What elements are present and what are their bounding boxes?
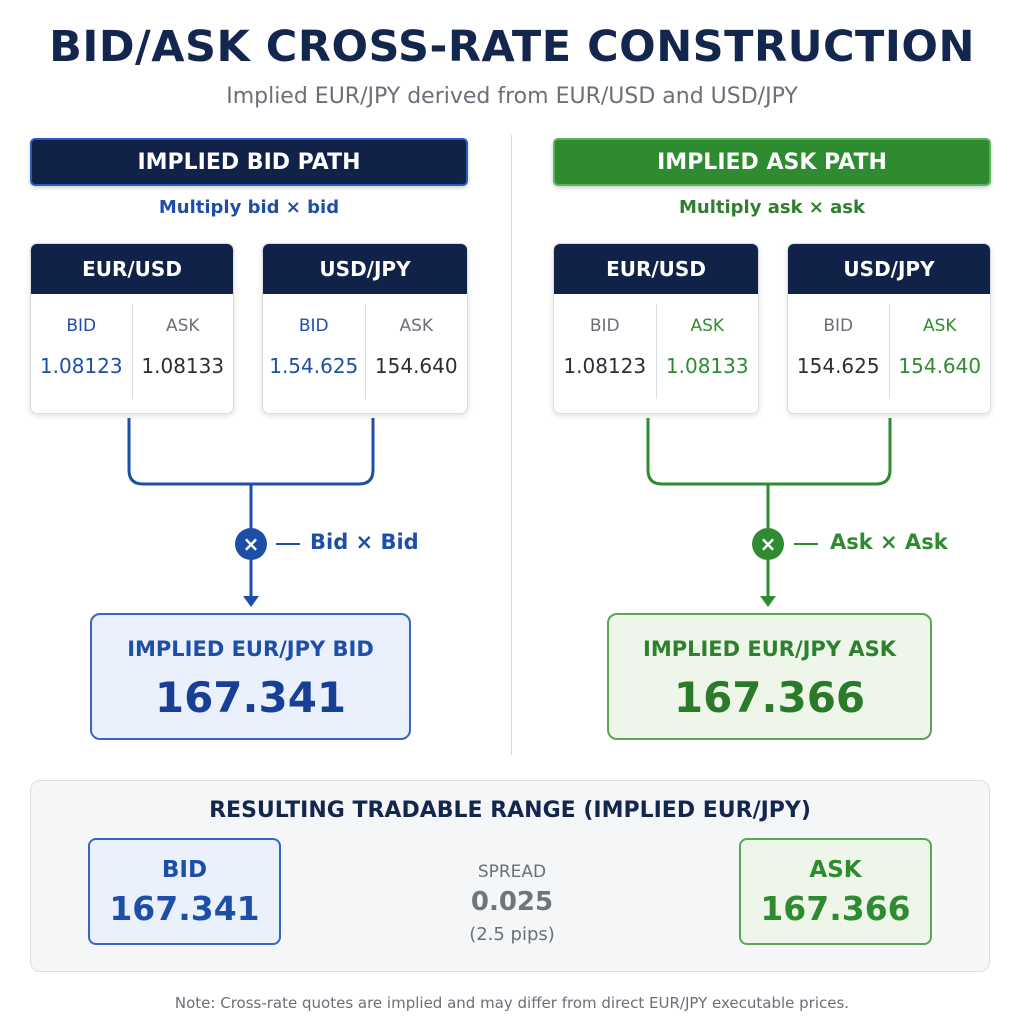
implied-ask-label: IMPLIED EUR/JPY ASK [643, 637, 896, 661]
quote-ask-label: ASK [922, 316, 957, 336]
multiply-icon: × [235, 528, 267, 560]
bid-arrow-head [243, 596, 259, 607]
range-bid-label: BID [161, 857, 208, 883]
quote-bid-value: 1.08123 [39, 354, 123, 378]
spread-value: 0.025 [470, 887, 554, 917]
quote-ask-value: 1.08133 [141, 354, 225, 378]
quote-pair-label: EUR/USD [554, 244, 758, 294]
quote-ask-value: 154.640 [374, 354, 458, 378]
bid-path-header: IMPLIED BID PATH [30, 138, 468, 186]
page-subtitle: Implied EUR/JPY derived from EUR/USD and… [226, 84, 798, 109]
tradable-range-title: RESULTING TRADABLE RANGE (IMPLIED EUR/JP… [209, 798, 811, 823]
quote-pair-label: USD/JPY [263, 244, 467, 294]
implied-bid-value: 167.341 [154, 673, 347, 722]
quote-ask-column: ASK 154.640 [364, 304, 468, 399]
quote-bid-column: BID 1.08123 [554, 294, 656, 413]
quote-ask-label: ASK [399, 316, 434, 336]
bid-path-usdjpy-quote: USD/JPY BID 1.54.625 ASK 154.640 [262, 243, 468, 414]
quote-pair-label: USD/JPY [788, 244, 990, 294]
ask-arrow-head [760, 596, 776, 607]
quote-bid-label: BID [823, 316, 854, 336]
range-bid-box: BID 167.341 [88, 838, 281, 945]
quote-bid-label: BID [589, 316, 620, 336]
quote-ask-column: ASK 1.08133 [655, 304, 759, 399]
bid-operator-label: Bid × Bid [310, 530, 419, 554]
ask-operator-dash [794, 543, 818, 545]
quote-bid-label: BID [66, 316, 97, 336]
implied-bid-result: IMPLIED EUR/JPY BID 167.341 [90, 613, 411, 740]
ask-path-header: IMPLIED ASK PATH [553, 138, 991, 186]
quote-bid-value: 1.54.625 [269, 354, 359, 378]
quote-bid-column: BID 1.08123 [31, 294, 132, 413]
column-divider [511, 135, 512, 755]
range-bid-value: 167.341 [109, 889, 260, 928]
page-title: BID/ASK CROSS-RATE CONSTRUCTION [49, 22, 975, 72]
spread-pips: (2.5 pips) [469, 924, 555, 945]
bid-path-eurusd-quote: EUR/USD BID 1.08123 ASK 1.08133 [30, 243, 234, 414]
ask-path-subheader: Multiply ask × ask [678, 197, 865, 218]
range-ask-box: ASK 167.366 [739, 838, 932, 945]
quote-ask-column: ASK 154.640 [888, 304, 991, 399]
quote-ask-label: ASK [165, 316, 200, 336]
bid-path-subheader: Multiply bid × bid [158, 197, 340, 218]
quote-bid-label: BID [298, 316, 329, 336]
quote-ask-value: 1.08133 [665, 354, 749, 378]
ask-connector [646, 418, 892, 600]
quote-bid-column: BID 154.625 [788, 294, 889, 413]
footnote: Note: Cross-rate quotes are implied and … [174, 994, 850, 1012]
implied-bid-label: IMPLIED EUR/JPY BID [127, 637, 374, 661]
quote-bid-column: BID 1.54.625 [263, 294, 365, 413]
quote-bid-value: 154.625 [796, 354, 880, 378]
ask-path-eurusd-quote: EUR/USD BID 1.08123 ASK 1.08133 [553, 243, 759, 414]
ask-path-usdjpy-quote: USD/JPY BID 154.625 ASK 154.640 [787, 243, 991, 414]
quote-pair-label: EUR/USD [31, 244, 233, 294]
bid-operator-dash [276, 543, 300, 545]
multiply-icon: × [752, 528, 784, 560]
range-ask-value: 167.366 [760, 889, 911, 928]
quote-ask-column: ASK 1.08133 [131, 304, 234, 399]
implied-ask-result: IMPLIED EUR/JPY ASK 167.366 [607, 613, 932, 740]
range-ask-label: ASK [809, 857, 862, 883]
spread-label: SPREAD [477, 862, 547, 882]
ask-operator-label: Ask × Ask [830, 530, 948, 554]
quote-bid-value: 1.08123 [563, 354, 647, 378]
implied-ask-value: 167.366 [673, 673, 866, 722]
bid-connector [127, 418, 375, 600]
quote-ask-label: ASK [690, 316, 725, 336]
quote-ask-value: 154.640 [898, 354, 982, 378]
